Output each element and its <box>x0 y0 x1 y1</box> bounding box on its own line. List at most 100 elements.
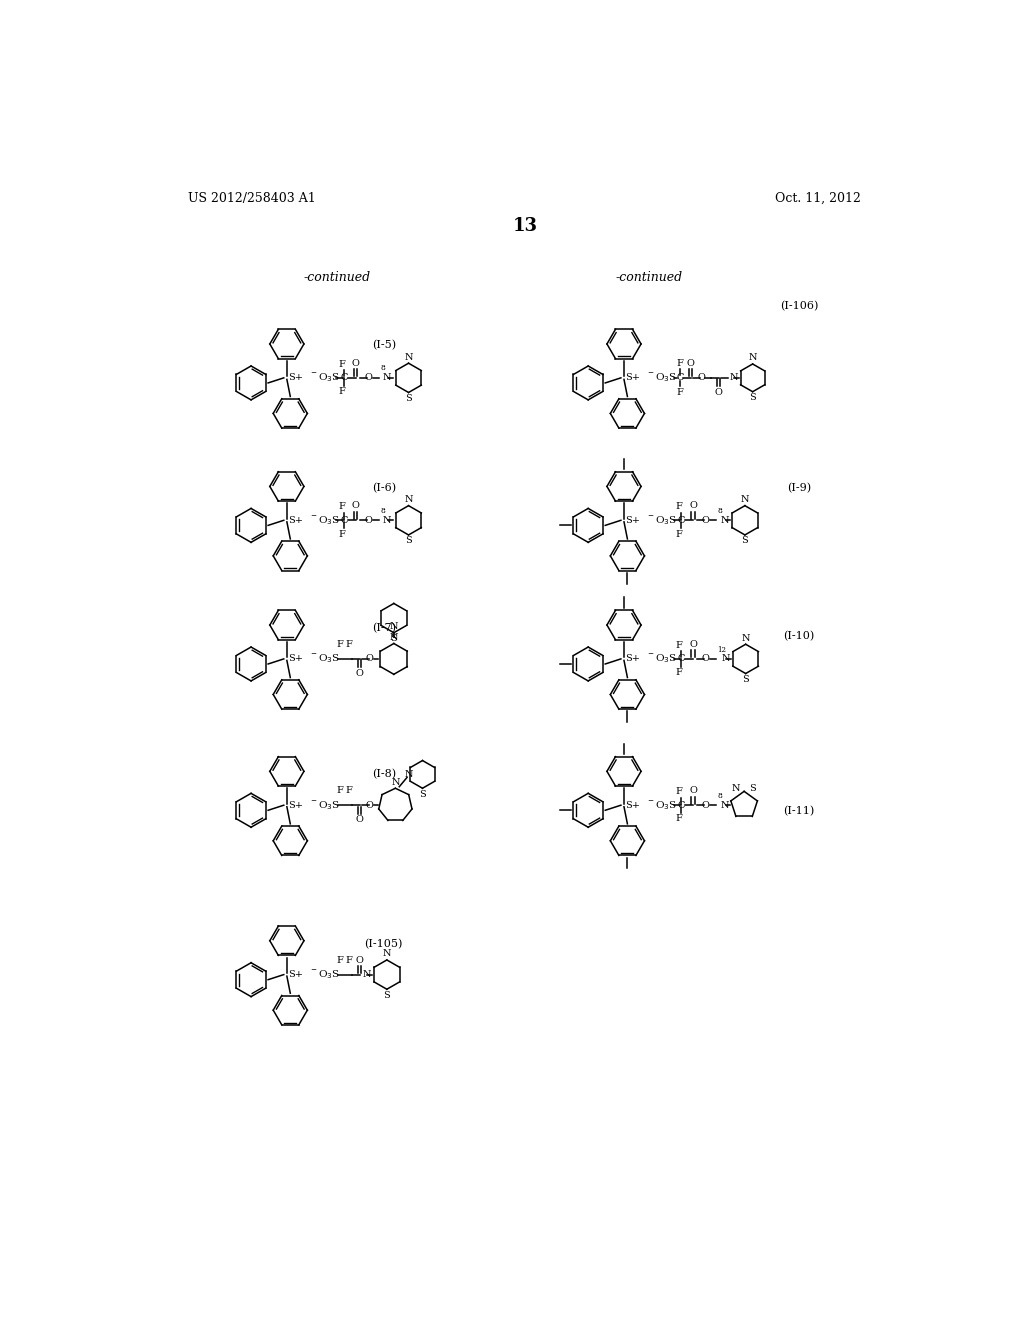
Text: S: S <box>390 635 397 643</box>
Text: N: N <box>383 949 391 958</box>
Text: (I-9): (I-9) <box>787 483 811 494</box>
Text: C: C <box>678 655 685 664</box>
Text: F: F <box>336 956 343 965</box>
Text: N: N <box>729 374 738 383</box>
Text: $^-$O$_3$S: $^-$O$_3$S <box>646 652 677 665</box>
Text: (I-7): (I-7) <box>372 623 395 634</box>
Text: S+: S+ <box>626 801 641 809</box>
Text: C: C <box>676 374 683 383</box>
Text: O: O <box>701 516 710 525</box>
Text: O: O <box>352 502 359 511</box>
Text: F: F <box>339 529 345 539</box>
Text: $^-$O$_3$S: $^-$O$_3$S <box>646 371 677 384</box>
Text: O: O <box>689 502 697 511</box>
Text: F: F <box>339 387 345 396</box>
Text: N: N <box>383 516 391 525</box>
Text: O: O <box>352 359 359 368</box>
Text: US 2012/258403 A1: US 2012/258403 A1 <box>188 191 316 205</box>
Text: N: N <box>404 495 413 504</box>
Text: S+: S+ <box>626 516 641 525</box>
Text: S: S <box>406 536 412 545</box>
Text: S: S <box>750 784 756 793</box>
Text: N: N <box>720 801 729 809</box>
Text: $^-$O$_3$S: $^-$O$_3$S <box>308 799 340 812</box>
Text: O: O <box>366 655 374 664</box>
Text: S+: S+ <box>289 801 303 809</box>
Text: S+: S+ <box>626 655 641 664</box>
Text: S+: S+ <box>289 374 303 383</box>
Text: N: N <box>391 777 399 787</box>
Text: S: S <box>742 675 749 684</box>
Text: $^-$O$_3$S: $^-$O$_3$S <box>308 652 340 665</box>
Text: S+: S+ <box>289 970 303 979</box>
Text: F: F <box>345 640 352 649</box>
Text: O: O <box>355 669 364 678</box>
Text: N: N <box>740 495 750 504</box>
Text: O: O <box>365 374 372 383</box>
Text: O: O <box>689 787 697 795</box>
Text: C: C <box>341 516 348 525</box>
Text: O: O <box>697 374 706 383</box>
Text: C: C <box>341 374 348 383</box>
Text: 12: 12 <box>717 645 726 653</box>
Text: F: F <box>345 787 352 795</box>
Text: (I-5): (I-5) <box>372 341 396 351</box>
Text: N: N <box>722 655 730 664</box>
Text: 13: 13 <box>512 218 538 235</box>
Text: (I-105): (I-105) <box>365 939 402 949</box>
Text: O: O <box>715 388 723 397</box>
Text: S: S <box>741 536 749 545</box>
Text: (I-106): (I-106) <box>780 301 818 312</box>
Text: 8: 8 <box>718 792 723 800</box>
Text: $^-$O$_3$S: $^-$O$_3$S <box>308 513 340 527</box>
Text: F: F <box>676 502 682 511</box>
Text: N: N <box>389 622 398 631</box>
Text: S: S <box>383 991 390 999</box>
Text: F: F <box>339 359 345 368</box>
Text: N: N <box>741 634 750 643</box>
Text: F: F <box>339 502 345 511</box>
Text: N: N <box>731 784 740 793</box>
Text: O: O <box>687 359 694 368</box>
Text: (I-10): (I-10) <box>783 631 815 642</box>
Text: C: C <box>678 516 685 525</box>
Text: $^-$O$_3$S: $^-$O$_3$S <box>646 513 677 527</box>
Text: F: F <box>676 529 682 539</box>
Text: F: F <box>676 787 682 796</box>
Text: N: N <box>749 354 757 363</box>
Text: N: N <box>404 770 413 779</box>
Text: $^-$O$_3$S: $^-$O$_3$S <box>308 968 340 981</box>
Text: N: N <box>389 634 398 642</box>
Text: -continued: -continued <box>615 271 682 284</box>
Text: F: F <box>677 359 683 368</box>
Text: C: C <box>678 801 685 809</box>
Text: N: N <box>362 970 372 979</box>
Text: F: F <box>345 956 352 965</box>
Text: S: S <box>406 395 412 403</box>
Text: (I-6): (I-6) <box>372 483 396 494</box>
Text: O: O <box>689 640 697 649</box>
Text: (I-11): (I-11) <box>783 807 815 817</box>
Text: O: O <box>355 956 364 965</box>
Text: 8: 8 <box>381 364 385 372</box>
Text: F: F <box>677 388 683 397</box>
Text: F: F <box>676 640 682 649</box>
Text: $^-$O$_3$S: $^-$O$_3$S <box>308 371 340 384</box>
Text: Oct. 11, 2012: Oct. 11, 2012 <box>775 191 861 205</box>
Text: F: F <box>676 814 682 824</box>
Text: N: N <box>383 374 391 383</box>
Text: N: N <box>720 516 729 525</box>
Text: O: O <box>355 816 364 824</box>
Text: S+: S+ <box>289 516 303 525</box>
Text: O: O <box>701 655 710 664</box>
Text: O: O <box>365 516 372 525</box>
Text: (I-8): (I-8) <box>372 770 396 780</box>
Text: -continued: -continued <box>304 271 371 284</box>
Text: F: F <box>676 668 682 677</box>
Text: F: F <box>336 640 343 649</box>
Text: S+: S+ <box>626 374 641 383</box>
Text: 8: 8 <box>718 507 723 515</box>
Text: S: S <box>750 393 756 403</box>
Text: N: N <box>404 352 413 362</box>
Text: $^-$O$_3$S: $^-$O$_3$S <box>646 799 677 812</box>
